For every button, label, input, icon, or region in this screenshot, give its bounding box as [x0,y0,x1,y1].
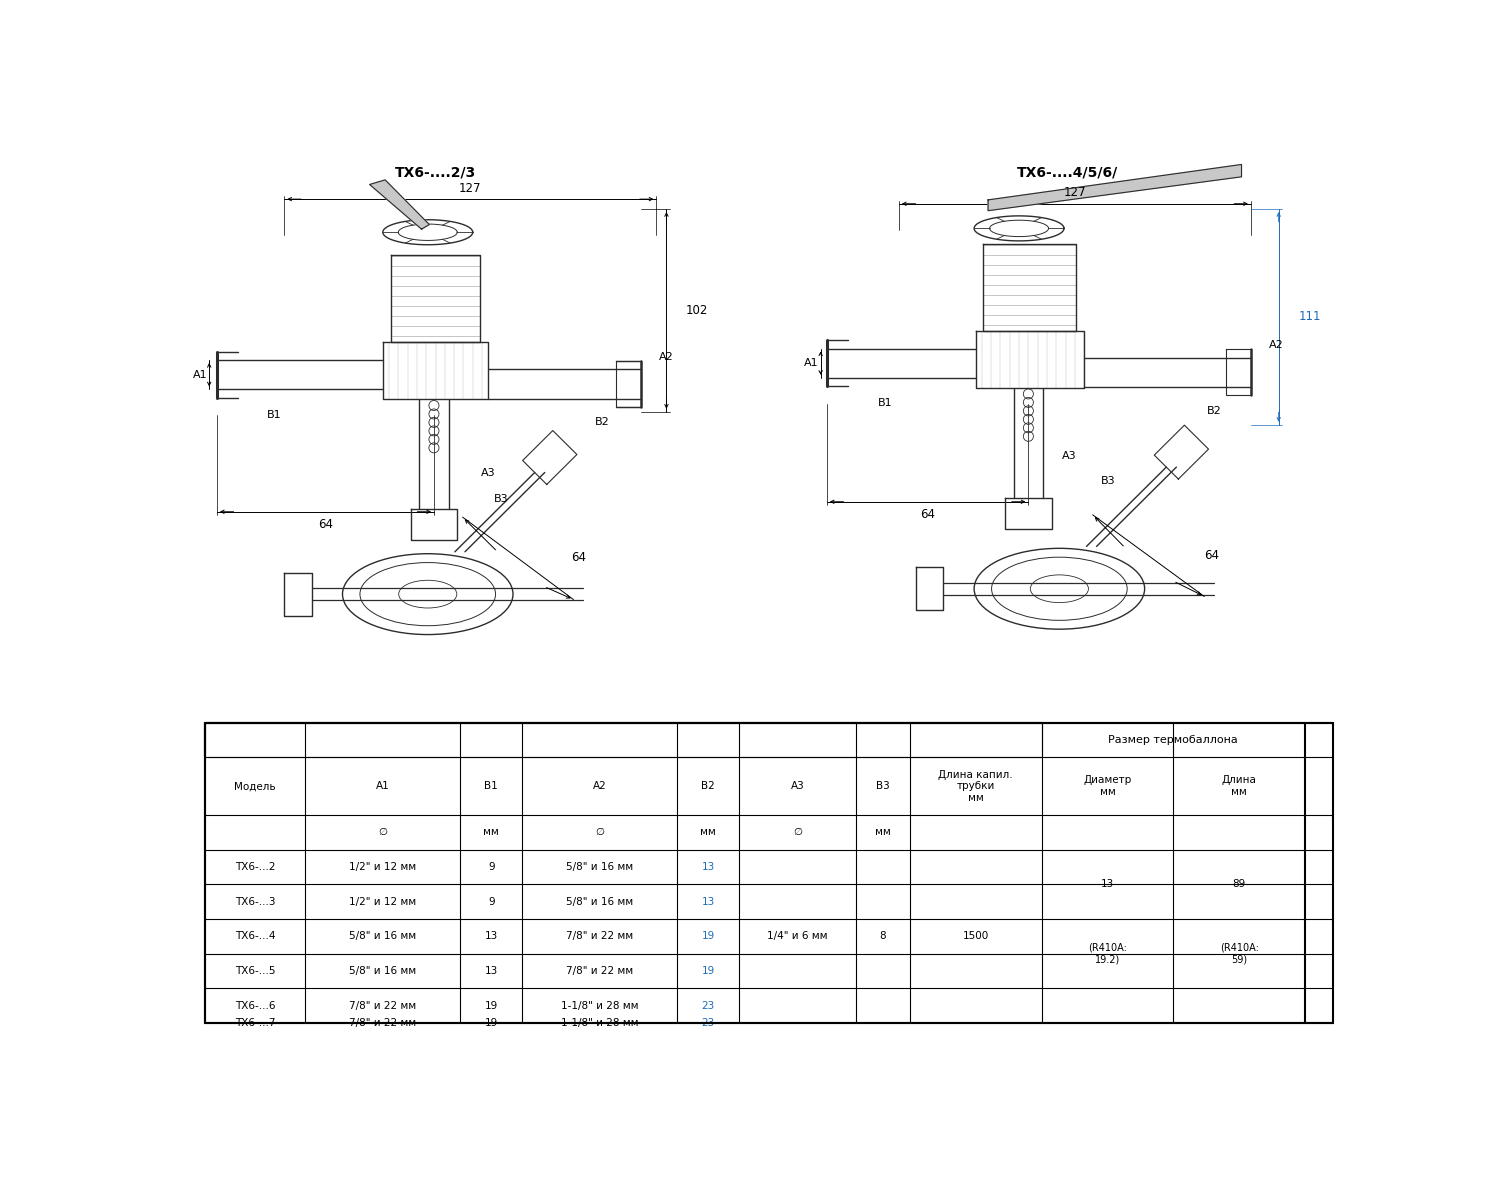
Text: 13: 13 [702,862,715,872]
Text: A2: A2 [658,353,674,362]
Text: 127: 127 [459,182,482,195]
Text: 1-1/8" и 28 мм: 1-1/8" и 28 мм [561,1018,639,1028]
Text: 19: 19 [484,1018,498,1028]
Text: B1: B1 [484,781,498,791]
Text: мм: мм [700,828,715,837]
Text: A2: A2 [592,781,606,791]
Text: B2: B2 [1208,406,1221,416]
Text: B3: B3 [494,494,508,505]
Text: ∅: ∅ [794,828,802,837]
Text: TX6-...6: TX6-...6 [234,1000,274,1011]
Text: (R410A:
59): (R410A: 59) [1220,943,1258,965]
Text: 13: 13 [484,966,498,977]
Text: 64: 64 [318,518,333,531]
Text: 5/8" и 16 мм: 5/8" и 16 мм [566,897,633,906]
Text: B1: B1 [267,410,282,419]
Text: 111: 111 [1299,311,1322,324]
Text: A3: A3 [1062,450,1077,461]
Text: ∅: ∅ [596,828,604,837]
Text: 23: 23 [702,1000,715,1011]
Text: 5/8" и 16 мм: 5/8" и 16 мм [566,862,633,872]
Text: TX6-...5: TX6-...5 [234,966,274,977]
Text: TX6-....4/5/6/: TX6-....4/5/6/ [1017,166,1118,180]
Text: 1500: 1500 [963,931,988,941]
Text: TX6-....2/3: TX6-....2/3 [394,166,476,180]
Text: B2: B2 [594,417,609,428]
Text: B3: B3 [1101,476,1116,486]
Text: 7/8" и 22 мм: 7/8" и 22 мм [350,1018,417,1028]
Text: 7/8" и 22 мм: 7/8" и 22 мм [566,931,633,941]
Text: 23: 23 [702,1018,715,1028]
Text: 7/8" и 22 мм: 7/8" и 22 мм [566,966,633,977]
Text: TX6-...4: TX6-...4 [234,931,274,941]
Text: мм: мм [483,828,500,837]
Text: 127: 127 [1064,187,1086,199]
Text: A1: A1 [192,369,207,380]
Text: Размер термобаллона: Размер термобаллона [1108,735,1238,746]
Text: 9: 9 [488,897,495,906]
Text: Модель: Модель [234,781,276,791]
Text: 1/4" и 6 мм: 1/4" и 6 мм [766,931,828,941]
Text: 1/2" и 12 мм: 1/2" и 12 мм [350,897,417,906]
Text: 1/2" и 12 мм: 1/2" и 12 мм [350,862,417,872]
Text: B3: B3 [876,781,890,791]
Text: TX6-...2: TX6-...2 [234,862,274,872]
Text: 8: 8 [879,931,886,941]
Text: Длина
мм: Длина мм [1221,775,1257,797]
Text: мм: мм [874,828,891,837]
Text: 13: 13 [1101,879,1114,890]
Text: 64: 64 [920,509,934,522]
Text: A3: A3 [482,468,495,479]
Text: (R410A:
19.2): (R410A: 19.2) [1088,943,1126,965]
Text: 13: 13 [702,897,715,906]
Text: 5/8" и 16 мм: 5/8" и 16 мм [350,931,417,941]
Text: A3: A3 [790,781,804,791]
Text: TX6-...3: TX6-...3 [234,897,274,906]
Text: 13: 13 [484,931,498,941]
Text: 7/8" и 22 мм: 7/8" и 22 мм [350,1000,417,1011]
Text: 102: 102 [686,304,708,317]
Text: A1: A1 [804,358,819,368]
Text: TX6-...7: TX6-...7 [234,1018,274,1028]
Text: 19: 19 [702,966,715,977]
Text: 1-1/8" и 28 мм: 1-1/8" и 28 мм [561,1000,639,1011]
Text: B1: B1 [878,398,892,409]
Polygon shape [369,180,429,229]
Text: A2: A2 [1269,341,1284,350]
Text: 64: 64 [1204,549,1219,562]
Polygon shape [988,164,1242,211]
Text: 64: 64 [572,551,586,565]
Text: 9: 9 [488,862,495,872]
Text: ∅: ∅ [378,828,387,837]
Text: 5/8" и 16 мм: 5/8" и 16 мм [350,966,417,977]
Text: Диаметр
мм: Диаметр мм [1083,775,1131,797]
Bar [206,723,1041,756]
Text: A1: A1 [376,781,390,791]
Text: Длина капил.
трубки
мм: Длина капил. трубки мм [939,769,1013,803]
Text: 19: 19 [702,931,715,941]
Bar [204,723,1334,1023]
Text: 19: 19 [484,1000,498,1011]
Text: B2: B2 [702,781,715,791]
Text: 89: 89 [1233,879,1246,890]
